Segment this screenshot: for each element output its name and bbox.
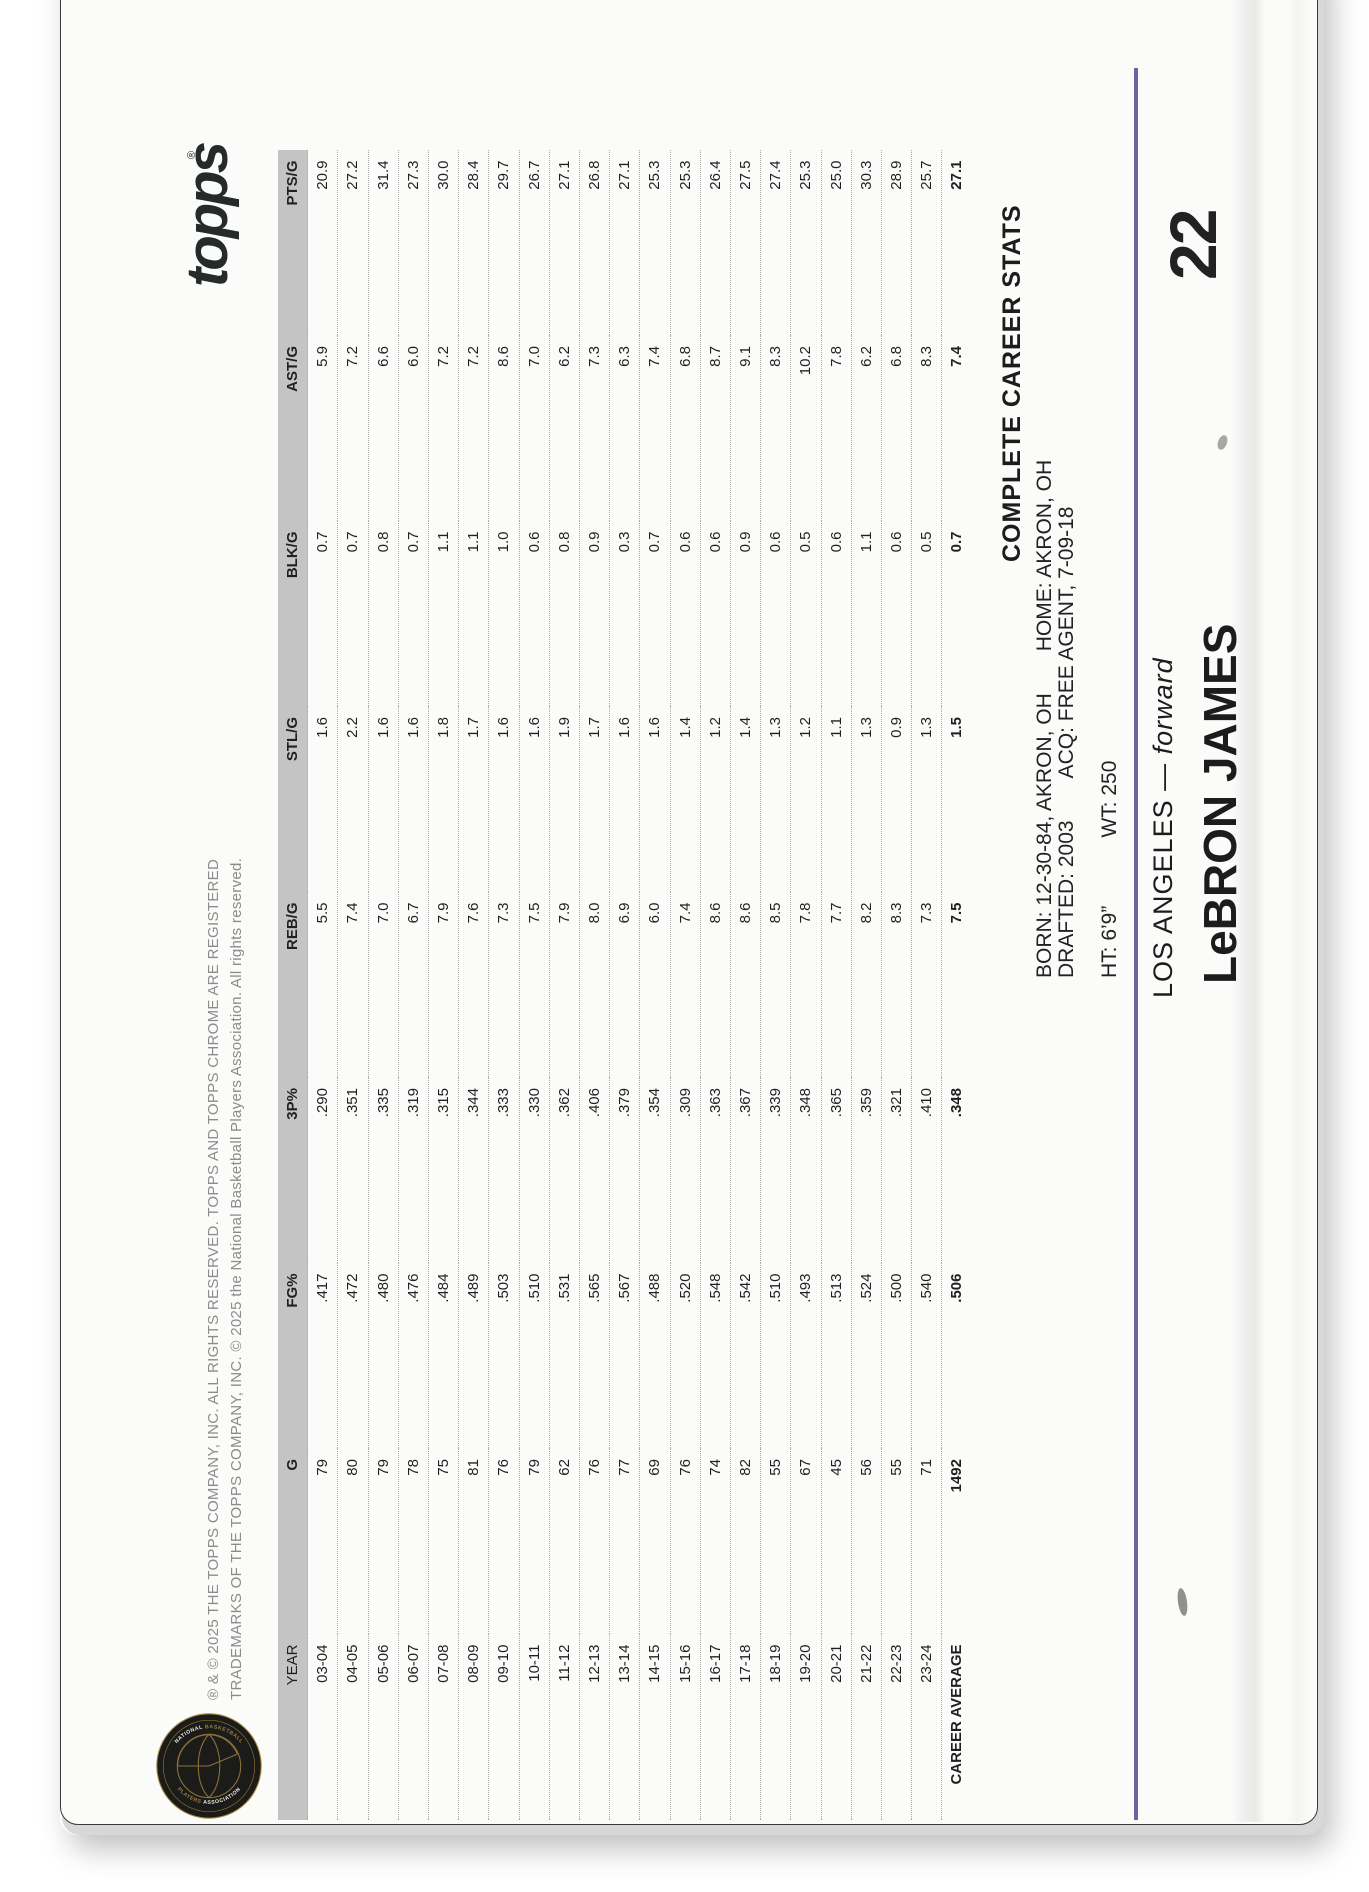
svg-text:topps: topps xyxy=(175,142,240,287)
svg-text:®: ® xyxy=(186,151,198,159)
